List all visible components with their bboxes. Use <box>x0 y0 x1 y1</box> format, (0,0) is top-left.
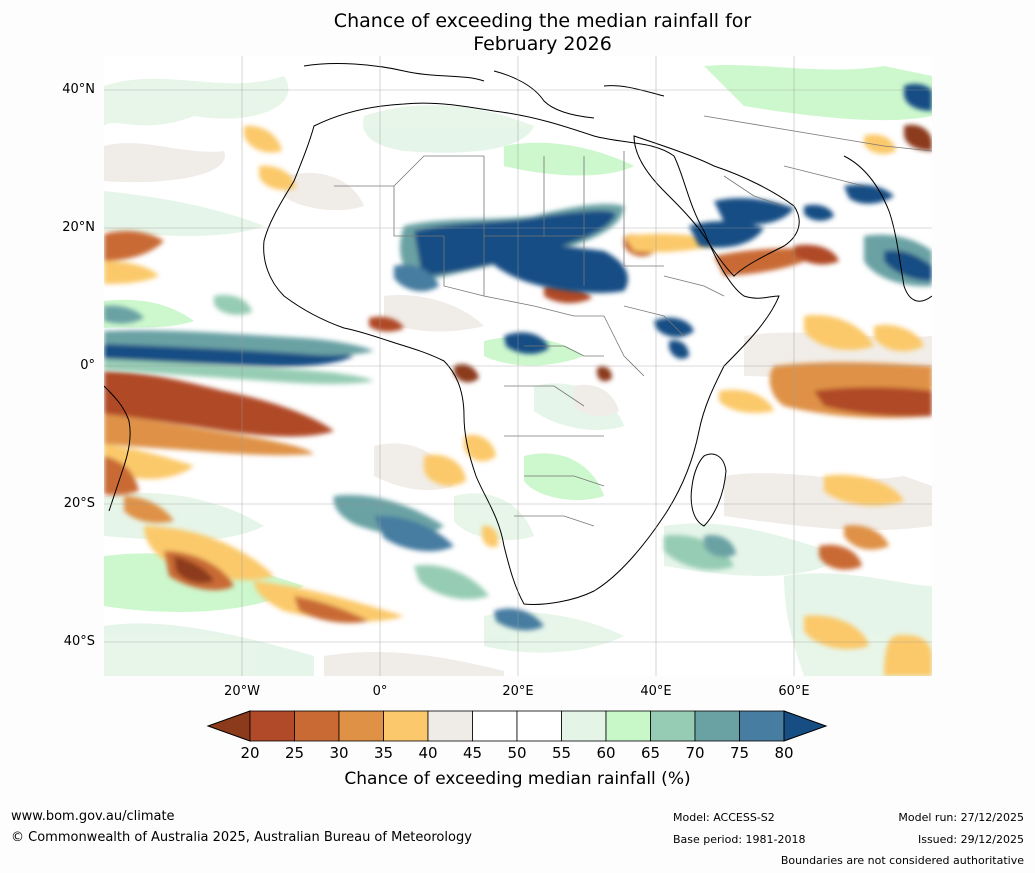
colorbar-segment <box>739 710 785 742</box>
lon-label-40e: 40°E <box>640 684 672 699</box>
colorbar-title: Chance of exceeding median rainfall (%) <box>344 769 691 789</box>
colorbar-segment <box>427 710 473 742</box>
footer-disclaimer: Boundaries are not considered authoritat… <box>780 854 1024 867</box>
footer-model: Model: ACCESS-S2 <box>673 811 775 824</box>
colorbar-segment <box>694 710 740 742</box>
lon-label-20e: 20°E <box>502 684 534 699</box>
colorbar-extend-high <box>783 710 828 742</box>
colorbar-tick-label: 75 <box>729 744 750 762</box>
colorbar-tick-label: 55 <box>551 744 572 762</box>
rainfall-map <box>104 56 932 676</box>
map-svg <box>104 56 932 676</box>
colorbar-segment <box>383 710 429 742</box>
colorbar-segment <box>650 710 696 742</box>
lat-label-40s: 40°S <box>63 634 95 649</box>
footer-website[interactable]: www.bom.gov.au/climate <box>11 809 175 824</box>
lon-label-0: 0° <box>372 684 388 699</box>
colorbar-segment <box>338 710 384 742</box>
wet-anomaly-regions <box>104 83 932 631</box>
background-speckle <box>104 64 932 676</box>
colorbar-segment <box>605 710 651 742</box>
colorbar <box>206 710 828 742</box>
chart-title: Chance of exceeding the median rainfall … <box>0 10 1035 56</box>
title-line-1: Chance of exceeding the median rainfall … <box>333 10 752 32</box>
colorbar-tick-label: 50 <box>507 744 527 762</box>
lat-label-40n: 40°N <box>62 82 95 97</box>
colorbar-tick-label: 65 <box>640 744 661 762</box>
lon-label-20w: 20°W <box>224 684 260 699</box>
colorbar-tick-label: 60 <box>596 744 616 762</box>
lat-label-20n: 20°N <box>62 220 95 235</box>
colorbar-tick-label: 30 <box>329 744 349 762</box>
lon-label-60e: 60°E <box>778 684 810 699</box>
colorbar-tick-label: 40 <box>418 744 438 762</box>
colorbar-segment <box>472 710 518 742</box>
footer-copyright: © Commonwealth of Australia 2025, Austra… <box>11 830 472 845</box>
graticule <box>104 56 932 676</box>
country-borders <box>334 115 932 527</box>
land-speckle <box>284 105 634 541</box>
coastlines <box>104 63 932 605</box>
footer-base-period: Base period: 1981-2018 <box>673 833 806 846</box>
colorbar-tick-label: 35 <box>373 744 394 762</box>
footer-issued: Issued: 29/12/2025 <box>917 833 1024 846</box>
colorbar-extend-low <box>206 710 251 742</box>
title-line-2: February 2026 <box>473 33 612 55</box>
lat-label-0: 0° <box>80 358 95 373</box>
colorbar-segment <box>516 710 562 742</box>
colorbar-segment <box>294 710 340 742</box>
footer-model-run: Model run: 27/12/2025 <box>898 811 1024 824</box>
colorbar-tick-label: 70 <box>685 744 705 762</box>
dry-anomaly-regions <box>104 124 932 676</box>
colorbar-tick-label: 80 <box>774 744 794 762</box>
colorbar-segment <box>561 710 607 742</box>
colorbar-tick-label: 25 <box>284 744 305 762</box>
colorbar-tick-label: 20 <box>240 744 260 762</box>
colorbar-segment <box>249 710 295 742</box>
colorbar-tick-label: 45 <box>462 744 483 762</box>
lat-label-20s: 20°S <box>63 496 95 511</box>
